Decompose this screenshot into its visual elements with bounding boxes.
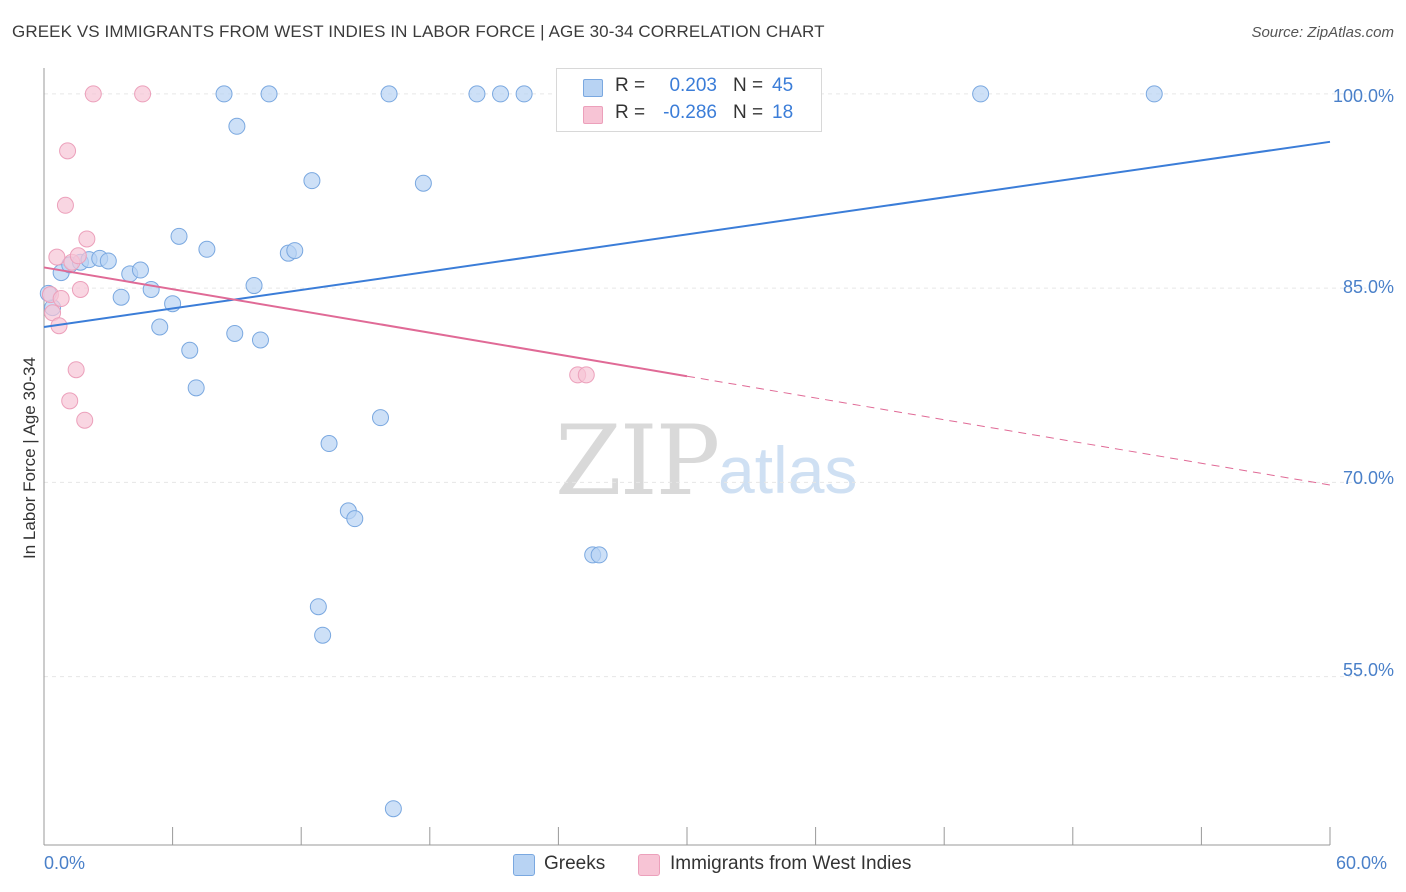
greeks-point (112, 288, 130, 306)
west-indies-point (52, 290, 70, 308)
y-tick-label-70: 70.0% (1342, 468, 1394, 488)
greeks-point (590, 546, 608, 564)
greeks-point (372, 409, 390, 427)
west-indies-point (56, 196, 74, 214)
x-tick-label-min: 0.0% (44, 853, 86, 873)
west-indies-point (134, 85, 152, 103)
greeks-point (303, 172, 321, 190)
legend-swatch-greeks (583, 79, 603, 97)
greeks-point (414, 174, 432, 192)
greeks-point (309, 598, 327, 616)
watermark-zip: ZIP (555, 405, 720, 517)
legend-row-greeks: R = 0.203 N = 45 (557, 73, 821, 101)
greeks-point (1145, 85, 1163, 103)
y-tick-label-55: 55.0% (1342, 660, 1394, 680)
greeks-point (99, 252, 117, 270)
west-indies-point (67, 361, 85, 379)
source-label: Source: ZipAtlas.com (1251, 24, 1394, 41)
greeks-point (468, 85, 486, 103)
legend-r-label: R = (615, 75, 646, 96)
greeks-point (286, 242, 304, 260)
greeks-point (972, 85, 990, 103)
correlation-legend: R = 0.203 N = 45 R = -0.286 N = 18 (556, 68, 822, 132)
greeks-point (245, 277, 263, 295)
greeks-point (314, 626, 332, 644)
bottom-legend-swatch-greeks (513, 854, 535, 876)
y-tick-label-100: 100.0% (1332, 86, 1394, 106)
legend-r-label: R = (615, 102, 646, 123)
west-indies-point (59, 142, 77, 160)
greeks-point (131, 261, 149, 279)
west-indies-point (84, 85, 102, 103)
y-tick-label-85: 85.0% (1342, 277, 1394, 297)
y-axis-label: In Labor Force | Age 30-34 (20, 357, 39, 559)
greeks-point (215, 85, 233, 103)
greeks-point (198, 240, 216, 258)
greeks-point (151, 318, 169, 336)
west-indies-point (76, 411, 94, 429)
greeks-point (384, 800, 402, 818)
greeks-point (346, 510, 364, 528)
legend-n-label: N = (733, 102, 764, 123)
west-indies-point (61, 392, 79, 410)
chart-title: GREEK VS IMMIGRANTS FROM WEST INDIES IN … (12, 22, 825, 41)
x-tick-label-max: 60.0% (1336, 853, 1388, 873)
bottom-legend-wi: Immigrants from West Indies (670, 853, 912, 874)
greeks-point (181, 341, 199, 359)
greeks-trend-line (43, 140, 1331, 328)
greeks-point (187, 379, 205, 397)
greeks-point (170, 227, 188, 245)
legend-swatch-wi (583, 106, 603, 124)
greeks-point (228, 117, 246, 135)
watermark-atlas: atlas (718, 433, 858, 507)
legend-row-wi: R = -0.286 N = 18 (557, 100, 821, 128)
greeks-point (251, 331, 269, 349)
legend-r-value-greeks: 0.203 (669, 75, 717, 96)
west-indies-point (48, 248, 66, 266)
west-indies-trend-line (43, 266, 688, 378)
legend-n-label: N = (733, 75, 764, 96)
west-indies-point (69, 247, 87, 265)
greeks-point (380, 85, 398, 103)
greeks-point (260, 85, 278, 103)
west-indies-point (577, 366, 595, 384)
legend-n-value-wi: 18 (772, 102, 794, 123)
west-indies-trend-line-extension (686, 375, 1331, 486)
greeks-point (226, 324, 244, 342)
legend-n-value-greeks: 45 (772, 75, 794, 96)
bottom-legend-greeks: Greeks (544, 853, 606, 874)
west-indies-point (71, 280, 89, 298)
west-indies-point (78, 230, 96, 248)
greeks-point (492, 85, 510, 103)
legend-r-value-wi: -0.286 (663, 102, 717, 123)
greeks-point (515, 85, 533, 103)
bottom-legend-swatch-wi (638, 854, 660, 876)
greeks-point (320, 435, 338, 453)
